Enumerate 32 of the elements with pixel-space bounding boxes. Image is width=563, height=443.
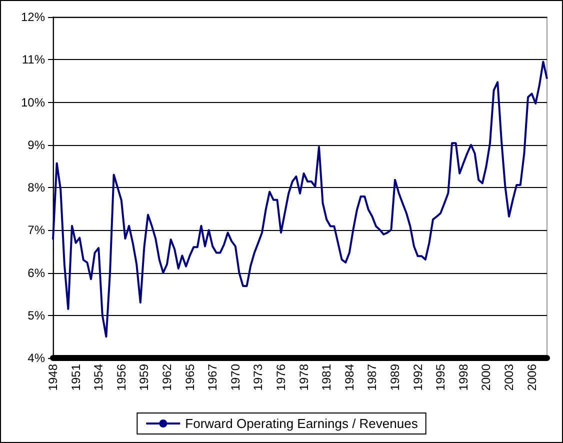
- y-tick-label: 10%: [20, 95, 46, 110]
- x-tick-label: 1978: [296, 364, 311, 391]
- y-tick-label: 7%: [28, 223, 46, 238]
- x-tick-label: 1992: [410, 364, 425, 391]
- x-tick-label: 1984: [342, 364, 356, 391]
- x-tick-label: 1995: [434, 364, 448, 391]
- x-tick-label: 1987: [365, 364, 380, 391]
- x-tick-label: 1951: [68, 364, 83, 391]
- legend-label: Forward Operating Earnings / Revenues: [185, 416, 418, 431]
- x-tick-label: 1989: [388, 364, 402, 391]
- x-tick-label: 1959: [137, 364, 152, 391]
- y-tick-label: 9%: [28, 138, 46, 152]
- y-tick-label: 5%: [28, 308, 46, 322]
- y-tick-label: 8%: [28, 180, 46, 194]
- x-tick-label: 1956: [114, 364, 128, 391]
- x-tick-label: 2006: [524, 364, 539, 391]
- x-tick-label: 1954: [92, 364, 106, 391]
- x-tick-label: 1973: [251, 364, 266, 391]
- y-tick-label: 12%: [20, 10, 46, 24]
- x-tick-label: 1962: [160, 364, 174, 391]
- x-tick-label: 1976: [274, 364, 288, 391]
- x-tick-label: 2003: [502, 364, 516, 391]
- y-tick-label: 4%: [28, 351, 46, 365]
- x-tick-label: 1965: [182, 364, 197, 391]
- x-tick-label: 1948: [46, 364, 60, 391]
- x-tick-label: 1970: [228, 364, 242, 391]
- x-tick-label: 1998: [456, 364, 470, 391]
- y-tick-label: 11%: [22, 52, 46, 67]
- x-tick-label: 1981: [320, 364, 334, 391]
- y-tick-label: 6%: [28, 266, 46, 280]
- x-tick-label: 1967: [206, 364, 220, 391]
- x-tick-label: 2000: [479, 364, 494, 391]
